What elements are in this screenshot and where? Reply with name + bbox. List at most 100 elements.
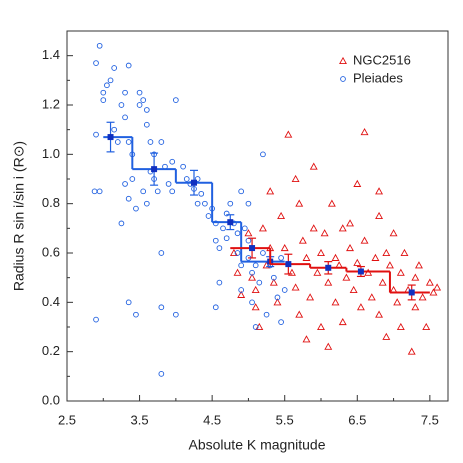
circle-point xyxy=(100,89,107,96)
mean-point xyxy=(285,261,292,268)
x-axis-label: Absolute K magnitude xyxy=(189,437,326,453)
circle-point xyxy=(173,311,179,318)
circle-point xyxy=(260,250,266,256)
circle-point xyxy=(93,131,99,138)
triangle-point xyxy=(375,310,384,318)
circle-point xyxy=(278,319,284,325)
circle-point xyxy=(125,62,132,69)
triangle-point xyxy=(237,290,246,298)
circle-point xyxy=(249,299,255,306)
triangle-point xyxy=(251,285,260,294)
triangle-point xyxy=(280,243,289,252)
triangle-point xyxy=(298,236,307,244)
triangle-point xyxy=(277,211,286,220)
triangle-point xyxy=(291,283,300,291)
circle-point xyxy=(158,139,165,145)
circle-point xyxy=(212,220,219,227)
circle-point xyxy=(125,139,132,145)
triangle-point xyxy=(360,128,369,136)
triangle-point xyxy=(415,261,423,269)
circle-point xyxy=(212,304,219,311)
triangle-point xyxy=(320,229,329,237)
triangle-point xyxy=(389,229,398,237)
triangle-point xyxy=(346,219,354,227)
triangle-point xyxy=(382,248,391,257)
mean-point xyxy=(249,245,256,252)
triangle-point xyxy=(313,268,322,276)
circle-point xyxy=(194,176,201,182)
circle-point xyxy=(212,237,219,244)
triangle-point xyxy=(327,199,336,207)
circle-point xyxy=(133,205,139,212)
triangle-point xyxy=(360,236,369,244)
y-tick-label: 1.0 xyxy=(42,146,60,161)
triangle-point xyxy=(349,285,358,294)
circle-point xyxy=(202,200,208,207)
triangle-point xyxy=(353,258,362,266)
circle-point xyxy=(256,279,263,286)
triangle-point xyxy=(385,261,394,269)
y-tick-label: 1.2 xyxy=(42,96,60,111)
circle-point xyxy=(220,225,226,232)
triangle-point xyxy=(400,248,409,257)
triangle-point xyxy=(306,293,315,301)
triangle-point xyxy=(317,322,325,331)
circle-point xyxy=(125,299,132,306)
circle-point xyxy=(122,89,128,96)
triangle-point xyxy=(367,293,376,301)
circle-point xyxy=(198,190,205,197)
circle-point xyxy=(270,274,277,281)
mean-point xyxy=(107,134,114,141)
circle-point xyxy=(133,311,139,318)
circle-point xyxy=(238,262,245,269)
circle-point xyxy=(238,287,245,293)
circle-point xyxy=(183,176,190,182)
legend-marker xyxy=(339,56,347,65)
triangle-point xyxy=(375,187,384,195)
circle-point xyxy=(263,311,270,318)
y-tick-label: 0.4 xyxy=(42,294,60,309)
circle-point xyxy=(238,188,245,195)
y-axis-label: Radius R sin i/sin i (R⊙) xyxy=(11,141,27,291)
triangle-point xyxy=(411,303,420,311)
triangle-point xyxy=(302,253,311,261)
triangle-point xyxy=(418,293,427,301)
triangle-point xyxy=(324,278,333,286)
x-tick-label: 4.5 xyxy=(203,412,221,427)
triangle-point xyxy=(288,268,296,276)
triangle-point xyxy=(396,322,405,331)
circle-point xyxy=(118,220,125,227)
circle-point xyxy=(249,269,255,276)
triangle-point xyxy=(429,288,438,296)
mean-point xyxy=(227,219,234,226)
triangle-point xyxy=(273,298,282,306)
y-tick-label: 0.2 xyxy=(42,343,60,358)
triangle-point xyxy=(248,273,257,281)
circle-point xyxy=(100,97,107,103)
triangle-point xyxy=(309,224,318,232)
triangle-point xyxy=(393,298,402,306)
circle-point xyxy=(129,176,136,182)
mean-point xyxy=(408,289,415,296)
x-tick-label: 2.5 xyxy=(58,412,76,427)
triangle-point xyxy=(295,310,304,318)
circle-point xyxy=(111,65,118,71)
plot-frame xyxy=(66,30,449,402)
circle-point xyxy=(274,294,281,301)
x-tick-label: 6.5 xyxy=(348,412,366,427)
circle-point xyxy=(158,250,165,256)
triangle-point xyxy=(407,347,416,355)
circle-point xyxy=(241,225,248,232)
triangle-point xyxy=(346,243,354,252)
triangle-point xyxy=(356,303,365,311)
circle-point xyxy=(125,195,132,202)
circle-point xyxy=(252,324,259,330)
triangle-point xyxy=(338,317,347,326)
circle-point xyxy=(140,97,147,103)
triangle-point xyxy=(396,268,405,276)
triangle-point xyxy=(295,199,304,207)
circle-point xyxy=(216,245,223,251)
circle-point xyxy=(93,60,99,66)
circle-point xyxy=(169,188,176,195)
triangle-point xyxy=(342,273,351,281)
